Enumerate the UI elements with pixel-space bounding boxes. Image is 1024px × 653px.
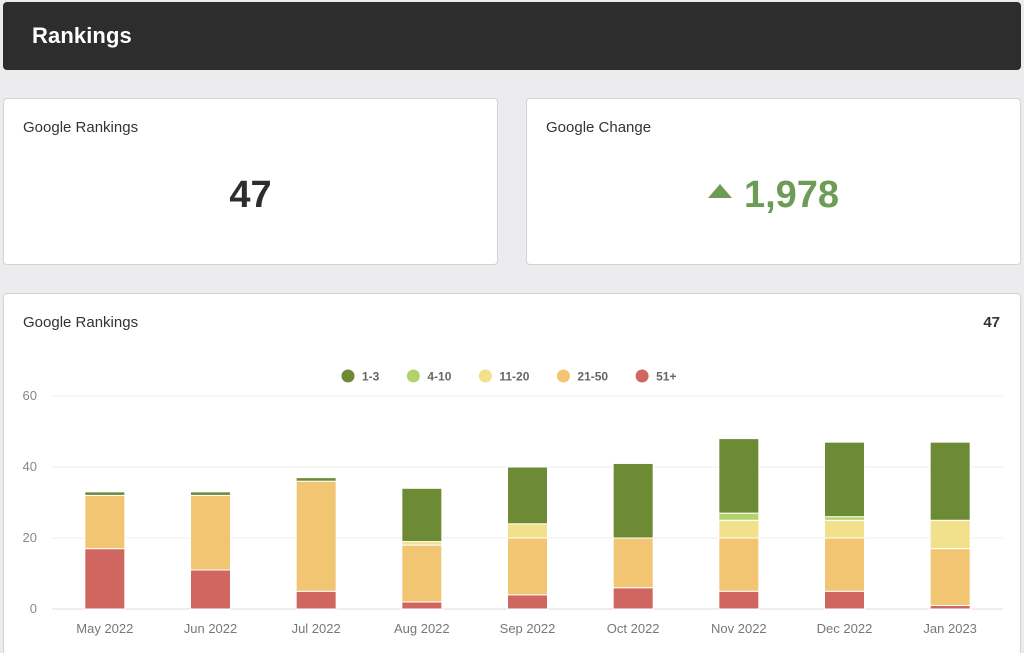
legend-item-4-10[interactable]: 4-10	[406, 369, 452, 384]
x-tick-label: Dec 2022	[817, 621, 873, 636]
x-tick-label: Jan 2023	[923, 621, 977, 636]
y-tick-label: 20	[23, 530, 37, 545]
bar-segment-1-3[interactable]	[824, 441, 865, 518]
bar-segment-51plus[interactable]	[824, 590, 865, 610]
y-tick-label: 0	[30, 601, 37, 616]
chart-x-axis: May 2022 Jun 2022 Jul 2022 Aug 2022 Sep 2022…	[76, 621, 977, 636]
bar-segment-1-3[interactable]	[612, 462, 654, 539]
x-tick-label: Jun 2022	[184, 621, 238, 636]
bar-segment-21-50[interactable]	[718, 537, 760, 592]
google-rankings-chart-card: Google Rankings 47 1-3 4-10 11-20 21-50 51+ …	[3, 293, 1021, 653]
bar-segment-11-20[interactable]	[929, 519, 971, 550]
chart-y-axis: 0 20 40 60	[23, 388, 37, 616]
bar-segment-21-50[interactable]	[929, 548, 971, 606]
bar-segment-1-3[interactable]	[929, 441, 971, 521]
legend-label: 1-3	[362, 370, 380, 384]
bar-segment-11-20[interactable]	[507, 523, 548, 539]
bar-segment-1-3[interactable]	[718, 438, 760, 514]
bar-segment-51plus[interactable]	[718, 590, 760, 610]
bar-segment-4-10[interactable]	[824, 516, 865, 521]
legend-label: 21-50	[577, 370, 608, 384]
bar-segment-51plus[interactable]	[612, 587, 654, 610]
google-change-metric: 1,978	[527, 172, 1020, 218]
x-tick-label: May 2022	[76, 621, 133, 636]
google-change-value: 1,978	[743, 174, 840, 216]
legend-item-1-3[interactable]: 1-3	[341, 369, 380, 384]
legend-item-11-20[interactable]: 11-20	[478, 369, 530, 384]
x-tick-label: Oct 2022	[607, 621, 660, 636]
chart-legend: 1-3 4-10 11-20 21-50 51+	[341, 369, 677, 384]
chart-total: 47	[983, 314, 1000, 331]
bar-segment-11-20[interactable]	[401, 541, 443, 546]
bar-segment-21-50[interactable]	[824, 537, 865, 592]
google-rankings-value: 47	[229, 174, 272, 216]
rankings-stacked-bar-chart: 1-3 4-10 11-20 21-50 51+ 0 20 40 60 May 2022 Jun…	[23, 369, 1003, 636]
legend-item-21-50[interactable]: 21-50	[556, 369, 609, 384]
google-rankings-card: Google Rankings 47	[3, 98, 498, 265]
bar-segment-1-3[interactable]	[84, 491, 126, 496]
bar-segment-51plus[interactable]	[401, 601, 443, 610]
legend-dot-icon	[635, 369, 649, 383]
chart-bars	[84, 438, 971, 610]
bar-segment-51plus[interactable]	[929, 604, 971, 610]
legend-label: 4-10	[427, 370, 451, 384]
page-header: Rankings	[3, 2, 1021, 70]
legend-dot-icon	[341, 369, 355, 383]
bar-segment-21-50[interactable]	[401, 544, 443, 603]
bar-segment-21-50[interactable]	[295, 480, 337, 592]
x-tick-label: Nov 2022	[711, 621, 767, 636]
x-tick-label: Jul 2022	[292, 621, 341, 636]
page-title: Rankings	[32, 23, 132, 48]
caret-up-icon	[707, 183, 732, 198]
chart-card-title: Google Rankings	[23, 314, 139, 331]
bar-segment-21-50[interactable]	[507, 537, 548, 596]
bar-segment-21-50[interactable]	[612, 537, 654, 589]
legend-item-51plus[interactable]: 51+	[635, 369, 677, 384]
bar-segment-11-20[interactable]	[718, 519, 760, 539]
legend-dot-icon	[406, 369, 420, 383]
x-tick-label: Aug 2022	[394, 621, 450, 636]
bar-segment-21-50[interactable]	[84, 494, 126, 550]
bar-segment-1-3[interactable]	[190, 491, 231, 496]
x-tick-label: Sep 2022	[500, 621, 556, 636]
google-change-card: Google Change 1,978	[526, 98, 1021, 265]
bar-segment-1-3[interactable]	[295, 477, 337, 482]
legend-label: 51+	[656, 370, 676, 384]
legend-label: 11-20	[499, 370, 529, 384]
bar-segment-1-3[interactable]	[507, 466, 548, 525]
bar-segment-51plus[interactable]	[507, 594, 548, 610]
bar-segment-11-20[interactable]	[824, 519, 865, 539]
bar-segment-4-10[interactable]	[718, 512, 760, 521]
google-rankings-card-title: Google Rankings	[23, 119, 139, 136]
legend-dot-icon	[478, 369, 492, 383]
legend-dot-icon	[556, 369, 570, 383]
y-tick-label: 60	[23, 388, 37, 403]
y-tick-label: 40	[23, 459, 37, 474]
bar-segment-21-50[interactable]	[190, 494, 231, 571]
bar-segment-1-3[interactable]	[401, 487, 443, 543]
bar-segment-51plus[interactable]	[295, 590, 337, 610]
bar-segment-51plus[interactable]	[190, 569, 231, 610]
google-change-card-title: Google Change	[546, 119, 652, 136]
bar-segment-51plus[interactable]	[84, 548, 126, 610]
